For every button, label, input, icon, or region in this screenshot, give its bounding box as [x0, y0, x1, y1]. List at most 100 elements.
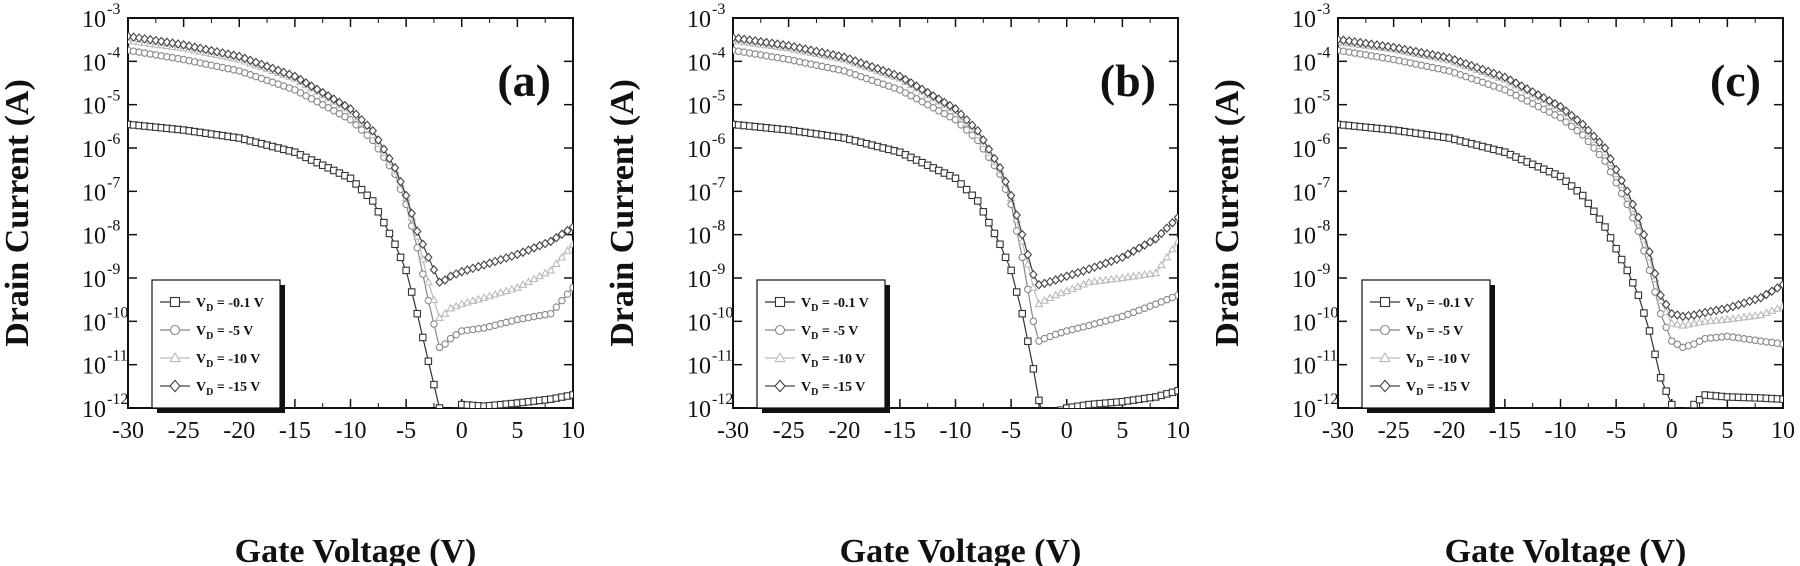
marker-diamond [134, 33, 144, 43]
marker-circle [169, 324, 181, 336]
y-tick-label: 10 [82, 224, 106, 250]
legend-label-main: V [801, 352, 811, 367]
marker-square [774, 296, 786, 308]
marker-circle [946, 112, 954, 121]
legend-entry: VD = -5 V [160, 324, 253, 342]
marker-circle [563, 290, 572, 298]
legend-label-rest: = -0.1 V [818, 296, 869, 311]
marker-circle [1673, 340, 1682, 349]
marker-triangle [1134, 270, 1144, 279]
x-tick-label: 10 [1771, 418, 1795, 444]
marker-square [1601, 223, 1609, 231]
marker-circle [302, 92, 310, 100]
panel-label: (b) [1100, 55, 1156, 106]
y-tick-label: 10 [82, 94, 106, 120]
legend-label: VD = -15 V [1406, 380, 1470, 398]
marker-diamond [335, 97, 344, 108]
y-axis-title: Drain Current (A) [604, 79, 641, 347]
marker-diamond [1595, 137, 1604, 147]
marker-circle [296, 89, 305, 97]
marker-diamond [169, 379, 181, 393]
marker-diamond [196, 43, 205, 54]
marker-square [1606, 234, 1615, 242]
marker-square [1379, 296, 1391, 308]
x-tick-label: -5 [396, 418, 416, 444]
marker-diamond [1545, 95, 1554, 106]
marker-diamond [750, 36, 760, 46]
y-tick-label: 10 [687, 397, 711, 423]
marker-square [1651, 350, 1659, 359]
marker-triangle [423, 277, 433, 286]
marker-diamond [1140, 240, 1149, 250]
marker-diamond [318, 87, 327, 98]
marker-diamond [1367, 39, 1376, 50]
marker-circle [901, 89, 910, 97]
marker-circle [1601, 157, 1609, 165]
marker-diamond [1506, 75, 1515, 85]
marker-diamond [1762, 289, 1771, 300]
marker-triangle [774, 351, 786, 363]
x-tick-label: -15 [884, 418, 916, 444]
marker-square [1012, 288, 1021, 296]
legend-label-sub: D [811, 387, 818, 398]
marker-diamond [223, 49, 233, 59]
marker-diamond [1162, 223, 1172, 233]
marker-square [413, 309, 421, 318]
legend-label: VD = -10 V [801, 352, 865, 370]
x-tick-label: 0 [1666, 418, 1678, 444]
x-tick-label: -30 [717, 418, 749, 444]
marker-diamond [257, 59, 266, 70]
x-tick-label: -5 [1001, 418, 1021, 444]
legend-label-main: V [196, 324, 206, 339]
series-square [1338, 120, 1783, 408]
y-tick-label: 10 [687, 7, 711, 33]
marker-triangle [1778, 301, 1783, 310]
marker-square [1035, 396, 1043, 405]
marker-diamond [784, 40, 793, 51]
legend-label-rest: = -10 V [1423, 352, 1470, 367]
marker-square [402, 266, 410, 275]
legend-entry: VD = -15 V [1370, 379, 1470, 398]
marker-diamond [1168, 217, 1177, 228]
marker-diamond [296, 74, 305, 85]
marker-square [1590, 207, 1598, 216]
series-circle [1338, 46, 1783, 352]
marker-diamond [1773, 283, 1782, 293]
marker-diamond [1584, 125, 1593, 136]
marker-square [569, 391, 573, 399]
y-tick-label: 10 [82, 354, 106, 380]
x-tick-label: 0 [456, 418, 468, 444]
marker-diamond [1533, 90, 1543, 100]
marker-square [435, 404, 444, 408]
series-square [128, 120, 573, 420]
marker-diamond [967, 120, 977, 131]
legend-entry: VD = -15 V [765, 379, 865, 398]
marker-diamond [546, 236, 556, 247]
x-axis-title: Gate Voltage (V) [1445, 533, 1687, 566]
y-tick-label: 10 [1292, 310, 1316, 336]
marker-diamond [1023, 249, 1033, 260]
x-axis-title: Gate Voltage (V) [840, 533, 1082, 566]
marker-diamond [179, 40, 188, 50]
x-tick-label: -25 [168, 418, 200, 444]
marker-triangle [1761, 308, 1771, 316]
y-tick-label: 10 [687, 224, 711, 250]
legend-entry: VD = -10 V [765, 351, 865, 370]
marker-square [346, 174, 355, 183]
marker-square [1029, 365, 1038, 373]
marker-triangle [1722, 314, 1732, 323]
marker-diamond [1556, 101, 1565, 112]
marker-diamond [1400, 44, 1410, 55]
y-tick-exponent: -12 [712, 391, 733, 408]
marker-diamond [1589, 131, 1599, 142]
marker-square [447, 414, 453, 420]
marker-triangle [446, 303, 456, 312]
y-tick-exponent: -10 [107, 304, 128, 321]
marker-diamond [895, 71, 905, 82]
marker-diamond [1339, 35, 1348, 46]
legend-label-rest: = -0.1 V [213, 296, 264, 311]
marker-diamond [401, 190, 411, 201]
marker-triangle [1051, 290, 1061, 299]
legend-label-sub: D [206, 359, 213, 370]
